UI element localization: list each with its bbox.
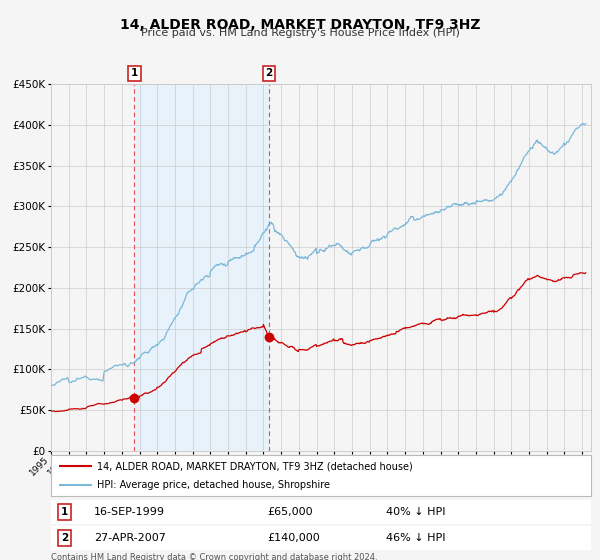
Text: Price paid vs. HM Land Registry's House Price Index (HPI): Price paid vs. HM Land Registry's House … <box>140 28 460 38</box>
Text: £140,000: £140,000 <box>267 533 320 543</box>
Text: 46% ↓ HPI: 46% ↓ HPI <box>386 533 445 543</box>
Bar <box>134 84 269 451</box>
Text: £65,000: £65,000 <box>267 507 313 517</box>
Text: 27-APR-2007: 27-APR-2007 <box>94 533 166 543</box>
Text: HPI: Average price, detached house, Shropshire: HPI: Average price, detached house, Shro… <box>97 480 330 489</box>
Text: 1: 1 <box>61 507 68 517</box>
Text: 2: 2 <box>61 533 68 543</box>
Text: 1: 1 <box>131 68 138 78</box>
Text: 40% ↓ HPI: 40% ↓ HPI <box>386 507 445 517</box>
Text: 2: 2 <box>265 68 273 78</box>
Text: 14, ALDER ROAD, MARKET DRAYTON, TF9 3HZ: 14, ALDER ROAD, MARKET DRAYTON, TF9 3HZ <box>120 18 480 32</box>
Text: Contains HM Land Registry data © Crown copyright and database right 2024.: Contains HM Land Registry data © Crown c… <box>51 553 377 560</box>
Text: 14, ALDER ROAD, MARKET DRAYTON, TF9 3HZ (detached house): 14, ALDER ROAD, MARKET DRAYTON, TF9 3HZ … <box>97 461 413 471</box>
Text: 16-SEP-1999: 16-SEP-1999 <box>94 507 165 517</box>
